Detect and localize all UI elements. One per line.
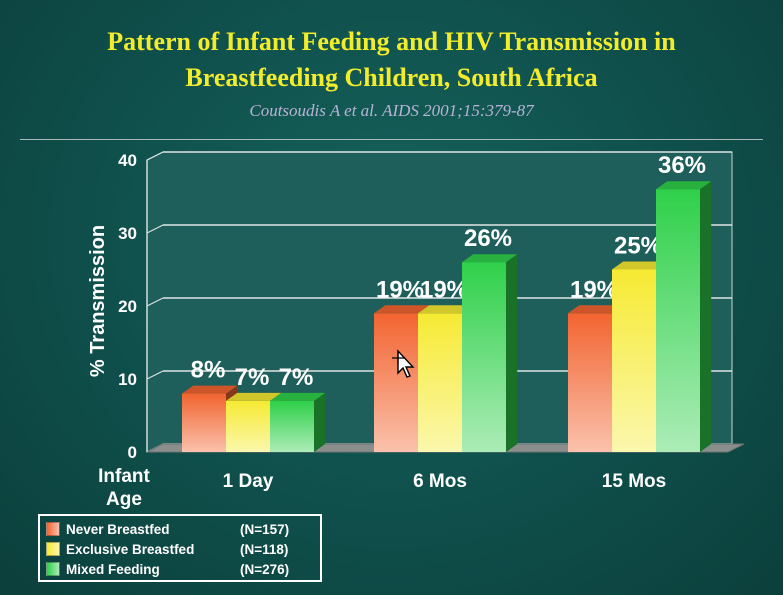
legend-label: Mixed Feeding — [66, 561, 160, 577]
legend-n: (N=157) — [240, 521, 290, 537]
gridline-depth — [146, 297, 164, 307]
bar-top — [462, 254, 518, 263]
title-divider — [20, 139, 763, 140]
x-tick-label: 6 Mos — [413, 471, 467, 492]
bar — [270, 400, 314, 452]
y-tick-label: 40 — [118, 151, 137, 170]
bar-value-label: 25% — [614, 233, 662, 260]
bar — [226, 400, 270, 452]
legend-swatch — [46, 562, 60, 576]
bar — [656, 189, 700, 452]
bar-value-label: 19% — [376, 276, 424, 303]
legend-swatch — [46, 522, 60, 536]
bar — [612, 269, 656, 452]
bar-top — [374, 305, 430, 314]
bar-value-label: 36% — [658, 152, 706, 179]
legend-label: Never Breastfed — [66, 521, 170, 537]
bar — [462, 262, 506, 452]
bar-value-label: 26% — [464, 225, 512, 252]
legend-item: Exclusive Breastfed (N=118) — [46, 539, 314, 559]
y-tick-label: 0 — [128, 443, 137, 462]
bar-top — [656, 181, 712, 190]
bar — [182, 393, 226, 452]
bar-top — [568, 305, 624, 314]
bar-value-label: 19% — [570, 276, 618, 303]
bar-value-label: 19% — [420, 276, 468, 303]
legend-label: Exclusive Breastfed — [66, 541, 195, 557]
bar-value-label: 8% — [191, 357, 226, 384]
y-axis-label: % Transmission — [87, 225, 109, 377]
legend-n: (N=276) — [240, 561, 290, 577]
mouse-cursor-icon — [392, 349, 415, 378]
y-tick-label: 30 — [118, 224, 137, 243]
bar — [568, 313, 612, 452]
bar-value-label: 7% — [235, 364, 270, 391]
legend-item: Never Breastfed (N=157) — [46, 519, 314, 539]
gridline-depth — [146, 370, 164, 380]
citation: Coutsoudis A et al. AIDS 2001;15:379-87 — [249, 101, 534, 120]
x-tick-label: 15 Mos — [602, 471, 666, 492]
legend-n: (N=118) — [240, 541, 289, 557]
y-tick-label: 20 — [118, 297, 137, 316]
x-tick-label: 1 Day — [223, 471, 274, 492]
bar-side — [506, 254, 518, 452]
bar-top — [612, 261, 668, 270]
bar — [418, 313, 462, 452]
gridline-depth — [146, 151, 164, 161]
bar-top — [182, 385, 238, 394]
bar-side — [314, 392, 326, 452]
bar-side — [700, 181, 712, 452]
legend-swatch — [46, 542, 60, 556]
bar-top — [418, 305, 474, 314]
bar — [374, 313, 418, 452]
y-tick-label: 10 — [118, 370, 137, 389]
slide-title: Pattern of Infant Feeding and HIV Transm… — [0, 24, 783, 96]
bar-top — [226, 392, 282, 401]
bar-top — [270, 392, 326, 401]
slide-title-line-1: Pattern of Infant Feeding and HIV Transm… — [107, 27, 676, 56]
slide-title-line-2: Breastfeeding Children, South Africa — [185, 63, 598, 92]
bar-value-label: 7% — [279, 364, 314, 391]
chart-legend: Never Breastfed (N=157) Exclusive Breastfe… — [38, 514, 322, 582]
legend-item: Mixed Feeding (N=276) — [46, 559, 314, 579]
gridline-depth — [146, 224, 164, 234]
x-axis-label: Infant Age — [98, 466, 150, 510]
